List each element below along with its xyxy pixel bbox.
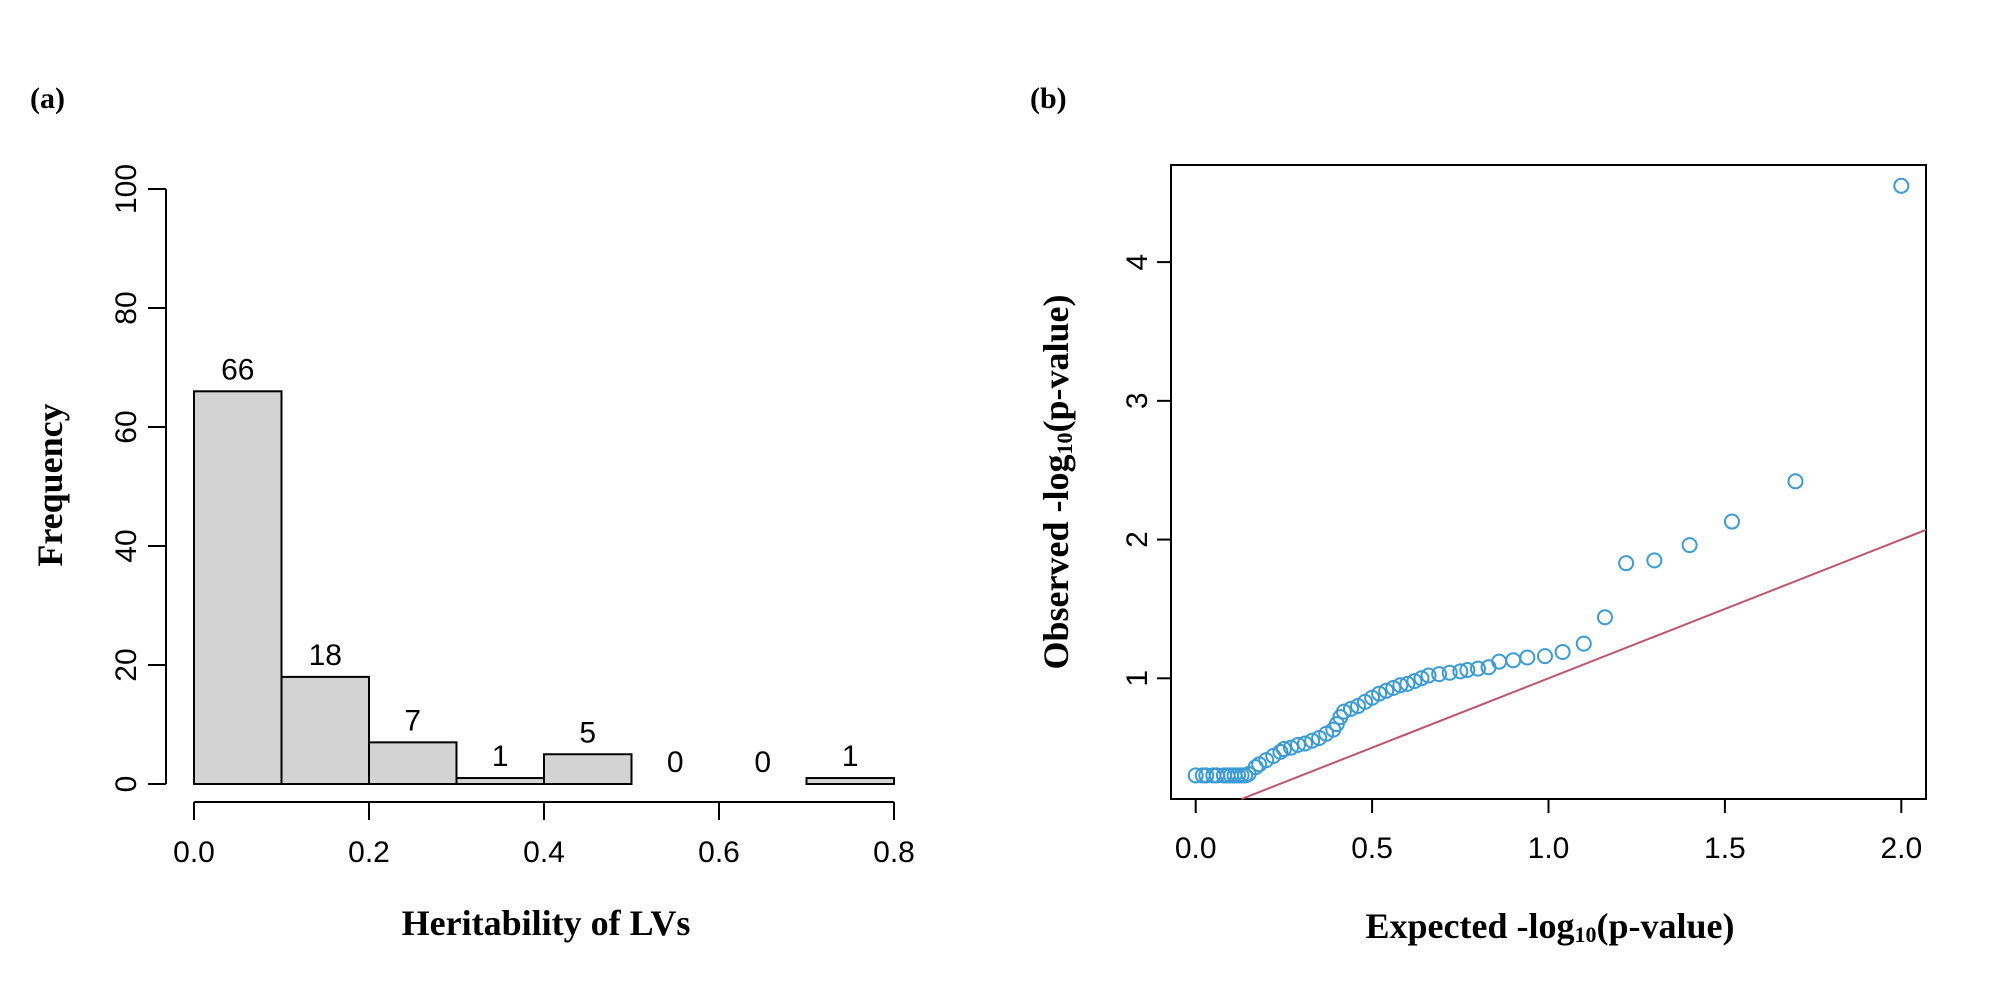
- qq-point: [1399, 675, 1416, 692]
- qq-point: [1187, 767, 1204, 784]
- qq-y-title-subscript: 10: [1052, 433, 1077, 455]
- histogram-x-tick-label: 0.4: [523, 836, 565, 869]
- qq-point: [1452, 663, 1469, 680]
- qq-point: [1575, 635, 1592, 652]
- qq-point: [1335, 703, 1352, 720]
- qq-point: [1646, 552, 1663, 569]
- histogram-bar-label: 5: [579, 716, 596, 749]
- qq-x-tick-label: 0.5: [1351, 832, 1393, 865]
- qq-x-title-part2: (p-value): [1596, 906, 1734, 946]
- histogram-x-tick-label: 0.6: [698, 836, 740, 869]
- qq-x-axis-title: Expected -log10(p-value): [1366, 906, 1735, 947]
- qq-y-axis-title: Observed -log10(p-value): [1036, 295, 1077, 670]
- histogram-bar-label: 1: [492, 740, 509, 773]
- histogram-bars: [193, 390, 895, 786]
- qq-point: [1441, 664, 1458, 681]
- panel-b-label: (b): [1030, 82, 1067, 115]
- histogram-bar: [193, 390, 283, 785]
- histogram-bar-label: 0: [754, 746, 771, 779]
- histogram-x-tick-label: 0.8: [873, 836, 915, 869]
- qq-point: [1342, 700, 1359, 717]
- qq-y-title-part1: Observed -log: [1036, 455, 1076, 670]
- histogram-y-axis: 0 20 40 60 80 100: [110, 164, 167, 793]
- qq-y-tick-label: 4: [1121, 254, 1154, 271]
- qq-point: [1505, 652, 1522, 669]
- qq-point: [1378, 682, 1395, 699]
- qq-point: [1469, 660, 1486, 677]
- histogram-bar: [280, 675, 370, 786]
- histogram-y-tick-label: 80: [110, 291, 143, 324]
- qq-x-tick-label: 1.0: [1528, 832, 1570, 865]
- qq-point: [1893, 177, 1910, 194]
- qq-point: [1413, 670, 1430, 687]
- qq-y-tick-label: 3: [1121, 392, 1154, 409]
- qq-x-title-part1: Expected -log: [1366, 906, 1575, 946]
- qq-point: [1290, 736, 1307, 753]
- qq-point: [1536, 648, 1553, 665]
- histogram-bar: [368, 741, 458, 785]
- histogram-bar: [805, 777, 895, 785]
- histogram-y-tick-label: 20: [110, 648, 143, 681]
- histogram-bar-label: 66: [221, 353, 254, 386]
- histogram-y-tick-label: 60: [110, 410, 143, 443]
- qq-point: [1723, 513, 1740, 530]
- qq-y-tick-label: 1: [1121, 670, 1154, 687]
- qq-point: [1406, 673, 1423, 690]
- qq-y-tick-label: 2: [1121, 531, 1154, 548]
- histogram-x-axis: 0.0 0.2 0.4 0.6 0.8: [173, 801, 915, 869]
- histogram-bar-labels: 66 18 7 1 5 0 0 1: [221, 353, 859, 779]
- qq-point: [1392, 677, 1409, 694]
- qq-x-tick-label: 2.0: [1880, 832, 1922, 865]
- qq-x-axis: 0.0 0.5 1.0 1.5 2.0: [1175, 799, 1922, 865]
- qq-point: [1681, 537, 1698, 554]
- qq-points: [1187, 177, 1910, 784]
- qq-point: [1275, 741, 1292, 758]
- histogram-y-tick-label: 40: [110, 529, 143, 562]
- qq-point: [1272, 743, 1289, 760]
- qq-point: [1787, 473, 1804, 490]
- qq-x-tick-label: 1.5: [1704, 832, 1746, 865]
- qq-point: [1554, 643, 1571, 660]
- histogram-y-axis-title: Frequency: [30, 403, 70, 566]
- panel-a-label: (a): [30, 82, 65, 115]
- qq-point: [1198, 767, 1215, 784]
- qq-point: [1304, 732, 1321, 749]
- histogram-x-tick-label: 0.2: [348, 836, 390, 869]
- qq-point: [1431, 666, 1448, 683]
- qq-reference-line: [1241, 528, 1927, 800]
- qq-point: [1519, 649, 1536, 666]
- qq-y-title-part2: (p-value): [1036, 295, 1076, 433]
- qq-point: [1459, 661, 1476, 678]
- qq-point: [1385, 680, 1402, 697]
- qq-x-title-subscript: 10: [1574, 922, 1596, 947]
- histogram-y-tick-label: 100: [110, 164, 143, 214]
- qq-x-tick-label: 0.0: [1175, 832, 1217, 865]
- histogram-x-axis-title: Heritability of LVs: [402, 903, 691, 943]
- histogram-bar: [455, 777, 545, 785]
- qq-point: [1596, 609, 1613, 626]
- histogram-bar-label: 0: [667, 746, 684, 779]
- qq-point: [1282, 739, 1299, 756]
- qq-point: [1420, 667, 1437, 684]
- qq-point: [1618, 555, 1635, 572]
- qq-point: [1297, 735, 1314, 752]
- histogram-y-tick-label: 0: [110, 776, 143, 793]
- qq-point: [1371, 685, 1388, 702]
- histogram-bar-label: 1: [842, 740, 859, 773]
- histogram-bar-label: 18: [309, 639, 342, 672]
- histogram-bar: [543, 753, 633, 785]
- histogram-bar-label: 7: [404, 704, 421, 737]
- histogram-x-tick-label: 0.0: [173, 836, 215, 869]
- qq-plot-frame: [1170, 164, 1927, 800]
- qq-y-axis: 1 2 3 4: [1121, 254, 1171, 687]
